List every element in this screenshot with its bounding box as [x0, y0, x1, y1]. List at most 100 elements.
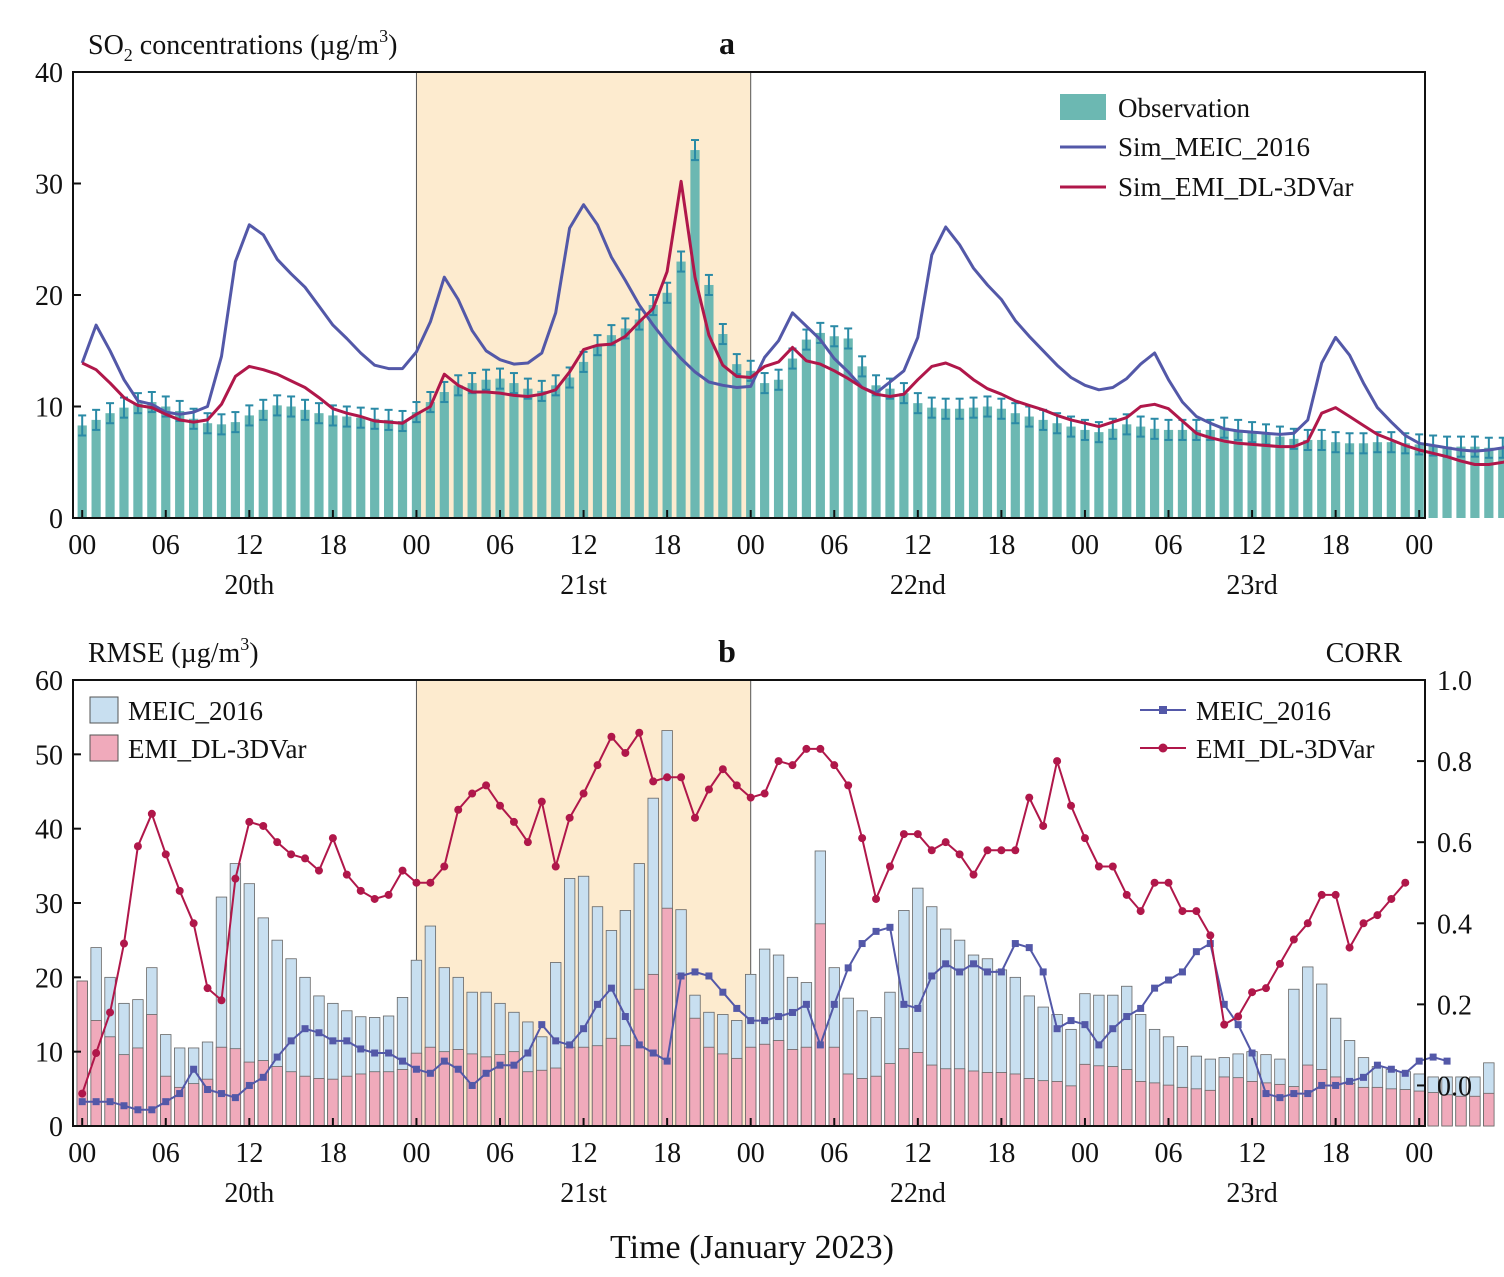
meic-2016-corr-point	[510, 1061, 518, 1069]
panel-b-y-axis-right: 0.0 0.2 0.4 0.6 0.8 1.0	[1417, 666, 1472, 1102]
emi-dl-3dvar-corr-point	[92, 1049, 101, 1058]
emi-dl-3dvar-rmse-bar	[396, 1069, 409, 1127]
emi-dl-3dvar-corr-point	[579, 789, 588, 798]
error-bar	[314, 402, 323, 425]
emi-dl-3dvar-corr-point	[454, 805, 463, 814]
emi-dl-3dvar-corr-point	[133, 842, 142, 851]
error-bar	[551, 374, 560, 397]
emi-dl-3dvar-corr-point	[1039, 821, 1048, 830]
emi-dl-3dvar-corr-point	[537, 797, 546, 806]
emi-dl-3dvar-corr-point	[899, 830, 908, 839]
panel-b-lines	[78, 728, 1451, 1114]
observation-bar	[578, 361, 589, 518]
emi-dl-3dvar-rmse-bar	[1148, 1082, 1161, 1127]
meic-2016-corr-point	[1276, 1094, 1284, 1102]
emi-dl-3dvar-corr-point	[635, 728, 644, 737]
emi-dl-3dvar-rmse-bar	[926, 1064, 938, 1127]
emi-dl-3dvar-rmse-bar	[1441, 1094, 1453, 1127]
emi-dl-3dvar-corr-point	[941, 838, 950, 847]
meic-2016-corr-point	[1081, 1021, 1089, 1029]
y-tick-label: 50	[35, 740, 63, 771]
observation-bar	[425, 402, 435, 518]
observation-bar	[718, 334, 728, 518]
x-tick-label: 00	[737, 530, 765, 561]
observation-bar	[843, 338, 853, 518]
x-tick-label: 00	[68, 530, 96, 561]
observation-bar	[202, 423, 213, 518]
observation-bar	[495, 378, 505, 518]
meic-2016-corr-point	[176, 1090, 184, 1098]
observation-bar	[175, 410, 185, 518]
emi-dl-3dvar-corr-point	[203, 984, 212, 993]
emi-dl-3dvar-rmse-bar	[410, 1052, 423, 1127]
x-tick-label: 18	[319, 530, 347, 561]
meic-2016-corr-point	[1304, 1090, 1312, 1098]
emi-dl-3dvar-corr-point	[217, 996, 226, 1005]
error-bar	[301, 398, 310, 421]
emi-dl-3dvar-corr-point	[231, 874, 240, 883]
emi-dl-3dvar-rmse-bar	[912, 1052, 924, 1127]
meic-2016-corr-point	[287, 1037, 295, 1045]
observation-bar	[676, 261, 686, 518]
meic-2016-corr-point	[1443, 1057, 1451, 1065]
panel-b: 0 10 20 30 40 50 60 0.0 0.2 0.4 0.6 0.8 1.0 00 06 12 1…	[35, 633, 1495, 1209]
emi-dl-3dvar-corr-point	[1164, 878, 1173, 887]
day-label: 23rd	[1226, 1178, 1277, 1209]
day-label: 20th	[224, 570, 274, 601]
observation-bar	[1498, 447, 1504, 518]
emi-dl-3dvar-corr-point	[384, 890, 393, 899]
x-tick-label: 06	[1155, 530, 1183, 561]
panel-b-y-axis-left: 0 10 20 30 40 50 60	[35, 666, 81, 1143]
observation-bar	[801, 339, 812, 518]
error-bar	[496, 367, 505, 390]
meic-2016-corr-point	[1387, 1065, 1395, 1073]
emi-dl-3dvar-rmse-bar	[1023, 1078, 1035, 1127]
emi-dl-3dvar-rmse-bar	[285, 1071, 297, 1127]
error-bar	[1484, 436, 1493, 459]
meic-2016-corr-point	[482, 1069, 490, 1077]
error-bar	[677, 250, 686, 273]
emi-dl-3dvar-rmse-bar	[1079, 1063, 1091, 1127]
emi-dl-3dvar-corr-point	[1136, 907, 1145, 916]
observation-bar	[216, 424, 227, 518]
emi-dl-3dvar-rmse-bar	[424, 1046, 437, 1127]
meic-2016-corr-point	[858, 940, 866, 948]
emi-dl-3dvar-rmse-bar	[1093, 1065, 1105, 1127]
meic-2016-corr-point	[928, 972, 936, 980]
error-bar	[1456, 435, 1465, 458]
error-bar	[482, 368, 491, 391]
error-bar	[370, 407, 379, 430]
emi-dl-3dvar-corr-point	[119, 939, 128, 948]
y2-tick-label: 0.6	[1437, 828, 1472, 859]
observation-bar	[411, 412, 422, 518]
emi-dl-3dvar-rmse-bar	[605, 1037, 618, 1127]
meic-2016-corr-point	[983, 968, 991, 976]
observation-bar	[1080, 429, 1090, 518]
emi-dl-3dvar-corr-point	[704, 785, 713, 794]
observation-bar	[77, 425, 87, 518]
emi-dl-3dvar-rmse-bar	[1399, 1089, 1411, 1127]
legend-emi-bar-label: EMI_DL-3DVar	[128, 734, 306, 764]
emi-dl-3dvar-corr-point	[1192, 907, 1201, 916]
error-bar	[1387, 431, 1396, 454]
legend-sim-emi-label: Sim_EMI_DL-3DVar	[1118, 172, 1353, 202]
meic-2016-corr-point	[1346, 1077, 1354, 1085]
observation-bar	[1149, 428, 1160, 518]
meic-2016-corr-point	[552, 1037, 560, 1045]
x-tick-label: 00	[402, 1138, 430, 1169]
observation-bar	[537, 390, 547, 518]
emi-dl-3dvar-rmse-bar	[452, 1049, 464, 1127]
emi-dl-3dvar-corr-point	[663, 773, 672, 782]
emi-dl-3dvar-corr-point	[927, 846, 936, 855]
meic-2016-corr-point	[1137, 1004, 1145, 1012]
x-tick-label: 12	[235, 530, 263, 561]
emi-dl-3dvar-rmse-bar	[563, 1046, 576, 1127]
meic-2016-corr-point	[1373, 1061, 1381, 1069]
emi-dl-3dvar-corr-point	[342, 870, 351, 879]
emi-dl-3dvar-corr-point	[830, 761, 839, 770]
emi-dl-3dvar-rmse-bar	[536, 1069, 548, 1127]
emi-dl-3dvar-corr-point	[997, 846, 1006, 855]
day-label: 20th	[224, 1178, 274, 1209]
emi-dl-3dvar-rmse-bar	[1051, 1081, 1063, 1127]
x-tick-label: 06	[1155, 1138, 1183, 1169]
